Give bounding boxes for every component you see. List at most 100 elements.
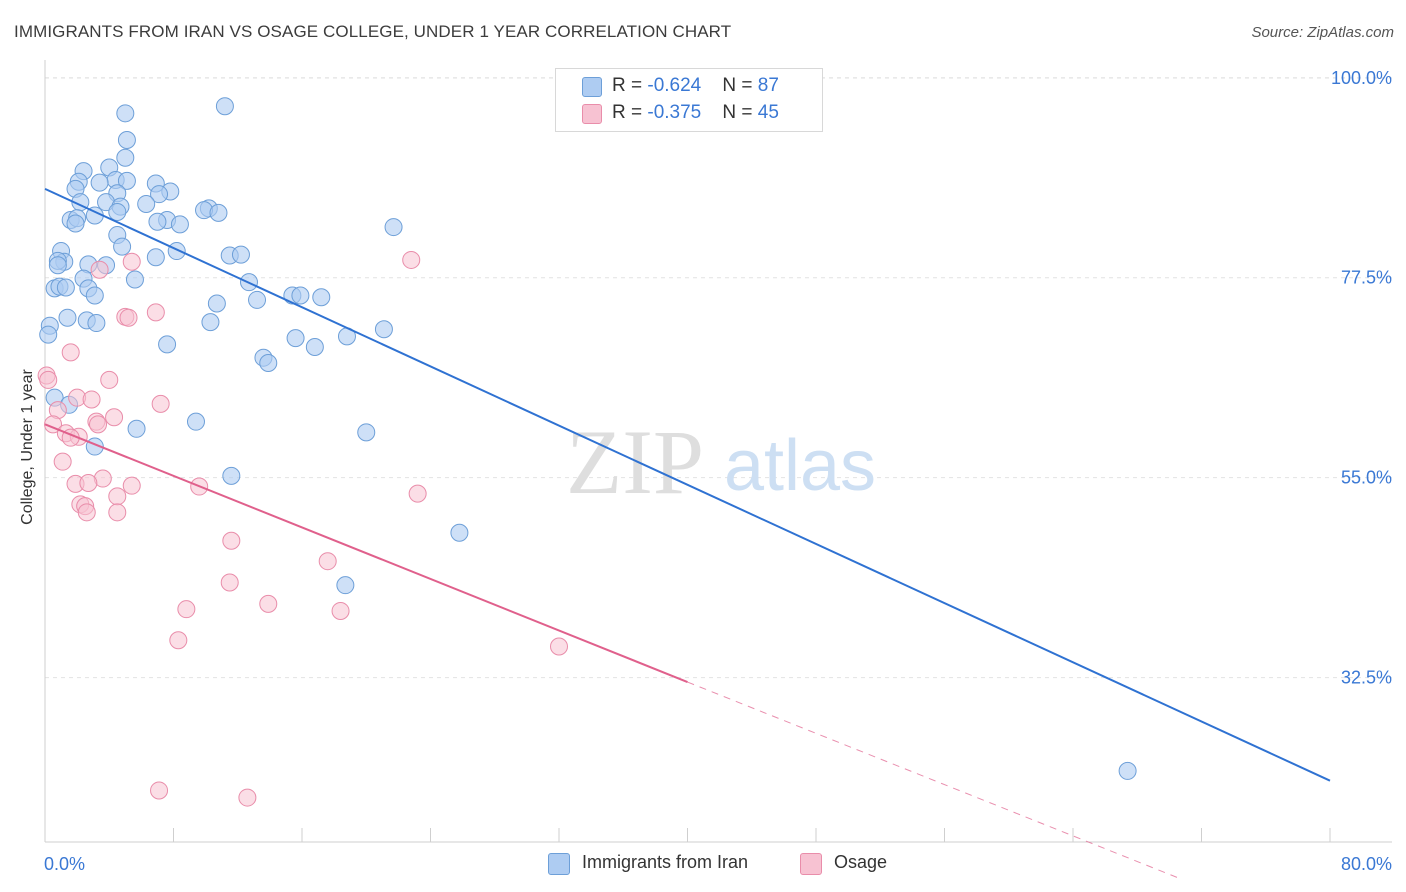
y-axis-label: College, Under 1 year <box>19 369 36 525</box>
iran-point <box>108 202 127 221</box>
legend-iran-n-value: 87 <box>757 75 779 96</box>
iran-point <box>117 130 136 149</box>
iran-point <box>215 97 234 116</box>
osage-point <box>169 631 188 650</box>
osage-point <box>122 252 141 271</box>
iran-point <box>312 288 331 307</box>
watermark-atlas: atlas <box>724 426 876 506</box>
osage-point <box>151 394 170 413</box>
osage-point <box>150 781 169 800</box>
iran-point <box>450 523 469 542</box>
gridlines <box>45 77 1392 679</box>
bottom-legend-label-iran: Immigrants from Iran <box>582 852 749 872</box>
iran-point <box>146 248 165 267</box>
osage-point <box>177 600 196 619</box>
legend-osage-r-label: R = <box>612 102 648 123</box>
x-tick-label-max: 80.0% <box>1341 854 1392 874</box>
legend-osage-n-label: N = <box>722 102 758 123</box>
osage-point <box>82 390 101 409</box>
y-tick-label: 77.5% <box>1341 268 1392 288</box>
legend-iran-r-value: -0.624 <box>647 75 702 96</box>
legend-iran-n-label: N = <box>722 75 758 96</box>
iran-point <box>127 419 146 438</box>
source-label: Source: ZipAtlas.com <box>1251 24 1394 41</box>
legend-osage-n-value: 45 <box>757 102 779 123</box>
chart-title: IMMIGRANTS FROM IRAN VS OSAGE COLLEGE, U… <box>14 22 732 41</box>
osage-point <box>61 343 80 362</box>
iran-trend-line <box>44 187 1331 782</box>
axes <box>44 60 1392 843</box>
iran-point <box>116 148 135 167</box>
iran-point <box>209 203 228 222</box>
osage-point <box>79 473 98 492</box>
legend-swatch-osage <box>582 104 602 124</box>
iran-point <box>158 335 177 354</box>
iran-point <box>248 290 267 309</box>
iran-point <box>186 412 205 431</box>
iran-point <box>125 270 144 289</box>
iran-point <box>39 325 58 344</box>
series-osage-points <box>37 250 568 807</box>
iran-point <box>148 212 167 231</box>
osage-point <box>222 531 241 550</box>
watermark-zip: ZIP <box>566 411 704 513</box>
osage-point <box>89 415 108 434</box>
iran-point <box>336 576 355 595</box>
iran-point <box>259 354 278 373</box>
y-tick-label: 100.0% <box>1331 68 1392 88</box>
bottom-legend-swatch-osage <box>800 853 822 875</box>
iran-point <box>1118 761 1137 780</box>
osage-point <box>331 601 350 620</box>
osage-point <box>318 552 337 571</box>
osage-point <box>100 370 119 389</box>
series-iran-points <box>39 97 1137 780</box>
iran-point <box>113 237 132 256</box>
stats-legend: R = -0.624 N = 87 R = -0.375 N = 45 <box>555 68 823 132</box>
osage-point <box>220 573 239 592</box>
osage-point <box>146 303 165 322</box>
osage-point <box>77 503 96 522</box>
osage-point <box>550 637 568 656</box>
osage-point <box>238 788 257 807</box>
osage-point <box>108 487 127 506</box>
iran-point <box>66 214 85 233</box>
legend-swatch-iran <box>582 77 602 97</box>
bottom-legend-label-osage: Osage <box>834 852 888 872</box>
iran-point <box>170 215 189 234</box>
osage-point <box>408 484 427 503</box>
y-tick-label: 32.5% <box>1341 668 1392 688</box>
watermark: ZIP atlas <box>566 411 876 513</box>
legend-osage-r-value: -0.375 <box>647 102 702 123</box>
iran-point <box>90 173 109 192</box>
iran-point <box>116 104 135 123</box>
iran-point <box>117 171 136 190</box>
osage-point <box>122 476 141 495</box>
iran-point <box>150 185 169 204</box>
iran-point <box>357 423 376 442</box>
iran-point <box>58 308 77 327</box>
osage-point <box>108 503 127 522</box>
iran-point <box>137 194 156 213</box>
bottom-legend-swatch-iran <box>548 853 570 875</box>
iran-point <box>231 245 250 264</box>
osage-point <box>39 370 58 389</box>
osage-point <box>119 308 138 327</box>
iran-point <box>201 313 220 332</box>
iran-point <box>286 329 305 348</box>
iran-point <box>167 242 186 261</box>
iran-point <box>291 286 310 305</box>
osage-point <box>53 452 72 471</box>
iran-point <box>374 320 393 339</box>
osage-point <box>259 594 278 613</box>
legend-iran-r-label: R = <box>612 75 648 96</box>
osage-point <box>90 260 109 279</box>
osage-point <box>402 250 421 269</box>
iran-point <box>48 256 67 275</box>
trend-lines <box>44 187 1331 879</box>
iran-point <box>384 218 403 237</box>
iran-point <box>56 278 75 297</box>
osage-trend-extension <box>687 681 1178 879</box>
iran-point <box>305 338 324 357</box>
osage-point <box>105 408 124 427</box>
